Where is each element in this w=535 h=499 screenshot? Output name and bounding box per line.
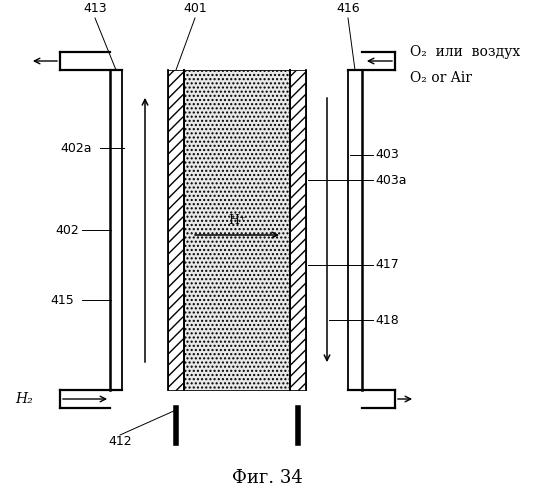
Text: 402: 402: [55, 224, 79, 237]
Polygon shape: [290, 70, 306, 390]
Text: 413: 413: [83, 2, 107, 15]
Text: 403a: 403a: [375, 174, 407, 187]
Text: O₂ or Air: O₂ or Air: [410, 71, 472, 85]
Text: 418: 418: [375, 313, 399, 326]
Polygon shape: [168, 70, 184, 390]
Polygon shape: [184, 70, 290, 390]
Text: 401: 401: [183, 2, 207, 15]
Text: 402a: 402a: [60, 142, 91, 155]
Text: 403: 403: [375, 149, 399, 162]
Text: 416: 416: [336, 2, 360, 15]
Text: 412: 412: [108, 435, 132, 448]
Text: H₂: H₂: [15, 392, 33, 406]
Text: O₂  или  воздух: O₂ или воздух: [410, 45, 520, 59]
Text: 415: 415: [50, 293, 74, 306]
Text: H⁺: H⁺: [228, 214, 246, 227]
Text: 417: 417: [375, 258, 399, 271]
Text: Фиг. 34: Фиг. 34: [232, 469, 302, 487]
